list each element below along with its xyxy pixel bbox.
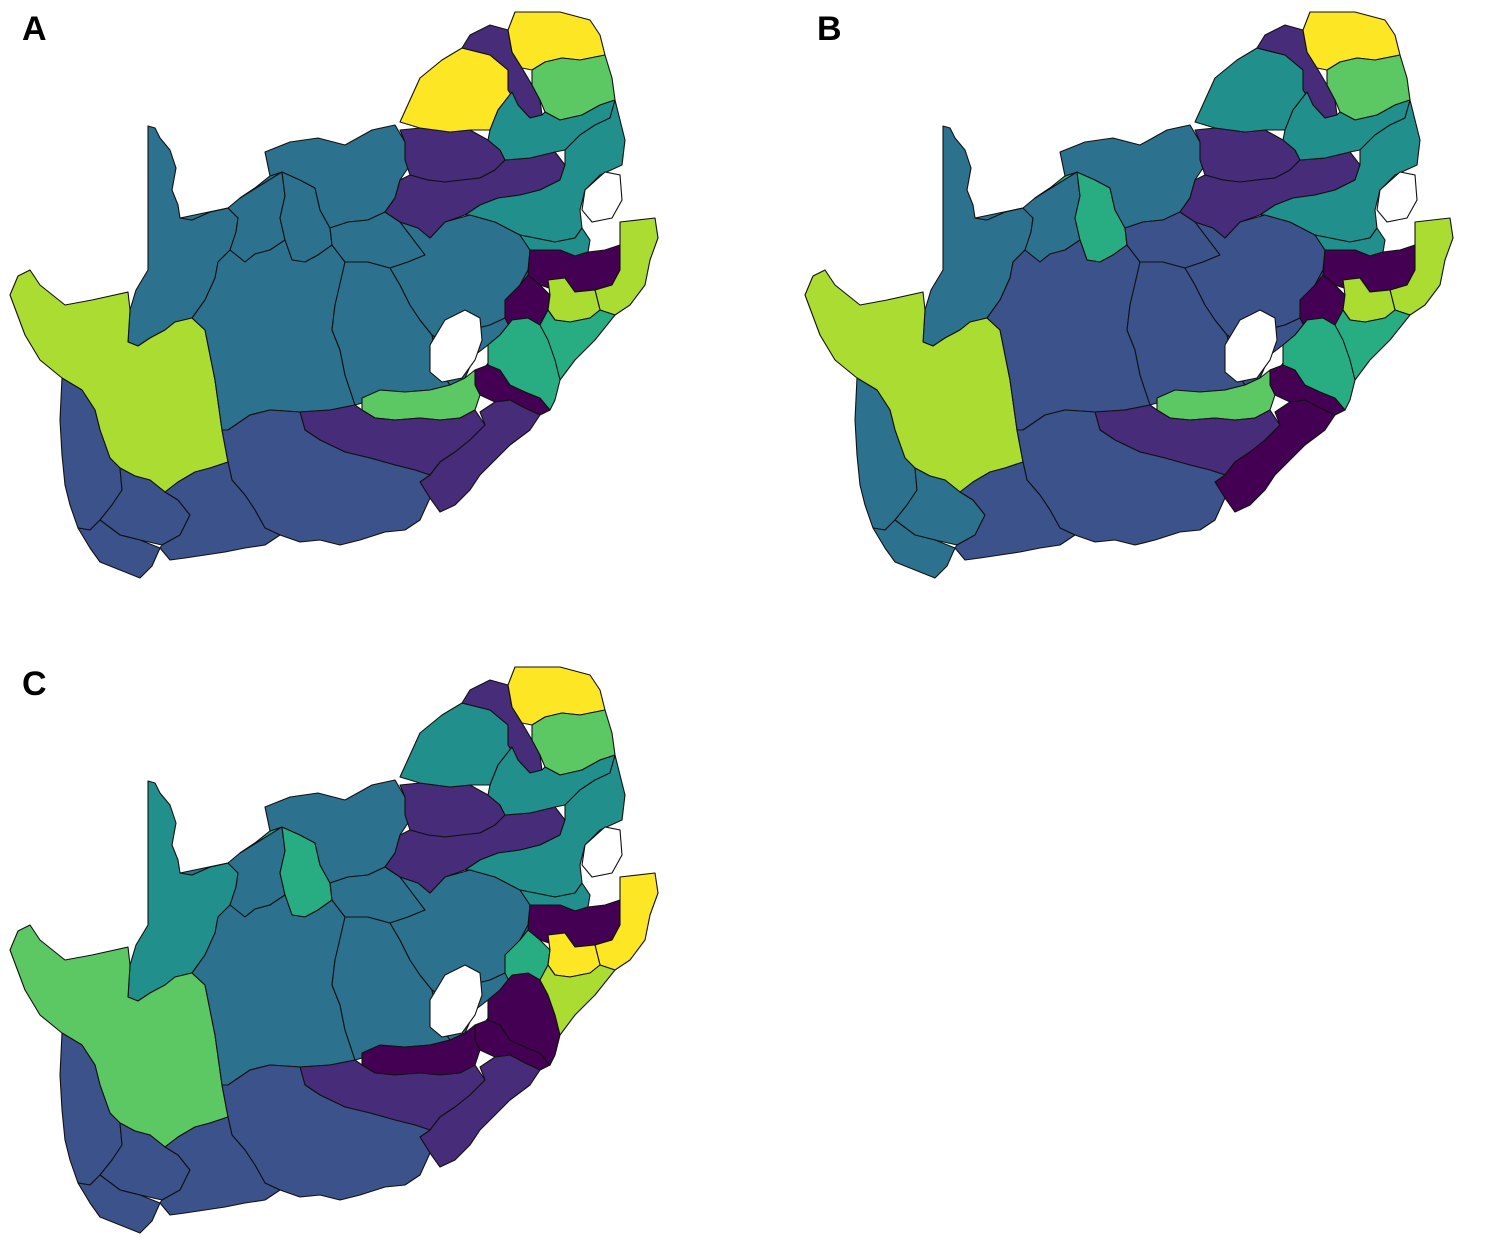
- district-alfred-nzo: [487, 972, 561, 1066]
- map-panel-a: A: [0, 0, 700, 600]
- district-alfred-nzo: [1282, 317, 1356, 411]
- panel-label-b: B: [817, 10, 842, 48]
- map-panel-b: B: [795, 0, 1495, 600]
- eswatini-gap: [1376, 171, 1418, 223]
- district-layer: [9, 11, 659, 579]
- district-lowveld: [1259, 99, 1421, 243]
- panel-label-c: C: [22, 665, 47, 703]
- district-or-tambo: [1214, 399, 1336, 513]
- district-cape-town: [77, 1174, 161, 1234]
- district-lowveld: [464, 754, 626, 898]
- district-cape-town: [77, 519, 161, 579]
- district-eden: [954, 461, 1076, 561]
- lesotho-gap: [429, 309, 483, 383]
- lesotho-gap: [1224, 309, 1278, 383]
- eswatini-gap: [581, 826, 623, 878]
- lesotho-gap: [429, 964, 483, 1038]
- district-map-a: [9, 11, 659, 579]
- panel-label-a: A: [22, 10, 47, 48]
- map-panel-c: C: [0, 655, 700, 1255]
- eswatini-gap: [581, 171, 623, 223]
- district-layer: [804, 11, 1454, 579]
- district-lowveld: [464, 99, 626, 243]
- district-or-tambo: [419, 1054, 541, 1168]
- district-cape-town: [872, 519, 956, 579]
- district-map-b: [804, 11, 1454, 579]
- district-map-c: [9, 666, 659, 1234]
- district-or-tambo: [419, 399, 541, 513]
- district-layer: [9, 666, 659, 1234]
- district-alfred-nzo: [487, 317, 561, 411]
- district-eden: [159, 1116, 281, 1216]
- district-eden: [159, 461, 281, 561]
